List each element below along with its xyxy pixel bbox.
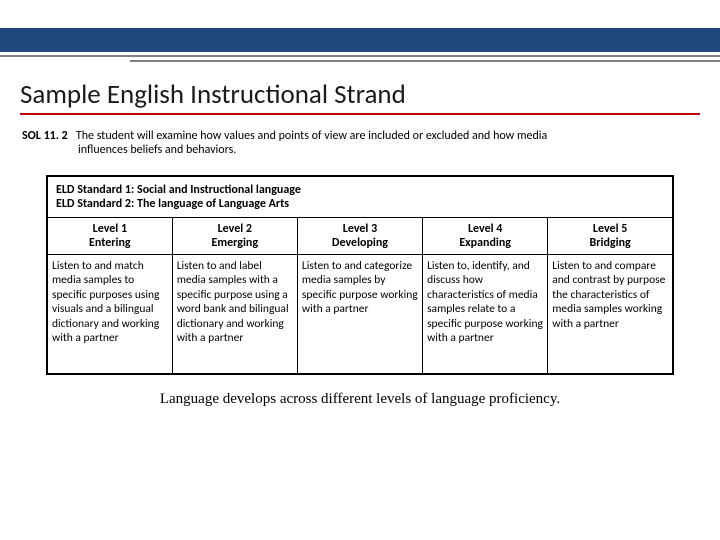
top-band bbox=[0, 28, 720, 52]
desc-3: Listen to and categorize media samples b… bbox=[297, 255, 422, 375]
level-1-name: Entering bbox=[52, 236, 168, 250]
level-1-header: Level 1 Entering bbox=[47, 218, 172, 255]
level-5-num: Level 5 bbox=[552, 222, 668, 236]
eld-std-1: ELD Standard 1: Social and Instructional… bbox=[56, 183, 664, 197]
strand-table: ELD Standard 1: Social and Instructional… bbox=[46, 175, 674, 375]
level-4-header: Level 4 Expanding bbox=[423, 218, 548, 255]
sol-line2: influences beliefs and behaviors. bbox=[20, 143, 700, 157]
caption: Language develops across different level… bbox=[46, 391, 674, 408]
desc-5: Listen to and compare and contrast by pu… bbox=[548, 255, 673, 375]
level-3-name: Developing bbox=[302, 236, 418, 250]
gray-line-1 bbox=[0, 55, 720, 57]
gray-line-2 bbox=[130, 60, 720, 62]
content-area: Sample English Instructional Strand SOL … bbox=[20, 78, 700, 408]
eld-std-2: ELD Standard 2: The language of Language… bbox=[56, 197, 664, 211]
eld-cell: ELD Standard 1: Social and Instructional… bbox=[47, 176, 673, 218]
sol-line1: SOL 11. 2 The student will examine how v… bbox=[20, 129, 700, 143]
eld-standards-row: ELD Standard 1: Social and Instructional… bbox=[47, 176, 673, 218]
level-4-num: Level 4 bbox=[427, 222, 543, 236]
strand-table-wrap: ELD Standard 1: Social and Instructional… bbox=[46, 175, 674, 408]
level-5-name: Bridging bbox=[552, 236, 668, 250]
desc-4: Listen to, identify, and discuss how cha… bbox=[423, 255, 548, 375]
level-4-name: Expanding bbox=[427, 236, 543, 250]
desc-1: Listen to and match media samples to spe… bbox=[47, 255, 172, 375]
level-3-header: Level 3 Developing bbox=[297, 218, 422, 255]
level-2-header: Level 2 Emerging bbox=[172, 218, 297, 255]
sol-text-1: The student will examine how values and … bbox=[76, 129, 547, 143]
level-5-header: Level 5 Bridging bbox=[548, 218, 673, 255]
page-title: Sample English Instructional Strand bbox=[20, 78, 700, 115]
level-2-name: Emerging bbox=[177, 236, 293, 250]
description-row: Listen to and match media samples to spe… bbox=[47, 255, 673, 375]
desc-2: Listen to and label media samples with a… bbox=[172, 255, 297, 375]
level-2-num: Level 2 bbox=[177, 222, 293, 236]
level-3-num: Level 3 bbox=[302, 222, 418, 236]
level-1-num: Level 1 bbox=[52, 222, 168, 236]
level-header-row: Level 1 Entering Level 2 Emerging Level … bbox=[47, 218, 673, 255]
sol-label: SOL 11. 2 bbox=[22, 129, 68, 143]
